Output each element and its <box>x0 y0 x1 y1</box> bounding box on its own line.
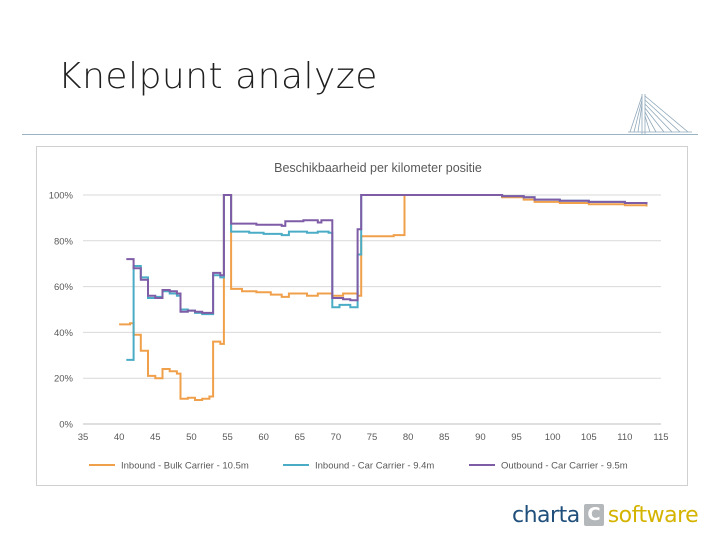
x-tick-label: 95 <box>511 432 522 443</box>
x-tick-label: 115 <box>653 432 668 443</box>
legend-label: Inbound - Car Carrier - 9.4m <box>315 461 434 472</box>
x-tick-label: 40 <box>114 432 125 443</box>
x-tick-label: 80 <box>403 432 414 443</box>
x-tick-label: 60 <box>258 432 269 443</box>
availability-chart: Beschikbaarheid per kilometer positie 0% 2… <box>49 161 669 472</box>
y-tick-label: 40% <box>54 328 74 339</box>
series-line-2 <box>126 194 648 361</box>
chart-title: Beschikbaarheid per kilometer positie <box>274 161 482 175</box>
x-tick-label: 65 <box>294 432 305 443</box>
logo-mark: C <box>583 504 604 526</box>
x-tick-label: 55 <box>222 432 233 443</box>
legend-label: Outbound - Car Carrier - 9.5m <box>501 461 628 472</box>
logo-text-software: software <box>607 502 699 528</box>
logo-text-charta: charta <box>512 502 580 528</box>
y-tick-label: 80% <box>54 236 74 247</box>
x-tick-label: 70 <box>331 432 342 443</box>
y-tick-label: 20% <box>54 374 74 385</box>
x-tick-label: 100 <box>545 432 561 443</box>
chart-container: Beschikbaarheid per kilometer positie 0% 2… <box>36 146 688 486</box>
y-tick-label: 100% <box>49 191 74 202</box>
series-line-3 <box>126 194 648 314</box>
legend-label: Inbound - Bulk Carrier - 10.5m <box>121 461 249 472</box>
x-tick-label: 90 <box>475 432 486 443</box>
y-tick-label: 0% <box>59 420 73 431</box>
series-line-1 <box>119 194 648 401</box>
bridge-icon <box>628 94 692 134</box>
x-tick-label: 45 <box>150 432 161 443</box>
x-tick-label: 50 <box>186 432 197 443</box>
x-tick-label: 110 <box>617 432 632 443</box>
x-tick-label: 75 <box>367 432 378 443</box>
title-divider <box>22 134 698 135</box>
x-tick-label: 105 <box>581 432 597 443</box>
slide-title: Knelpunt analyze <box>58 56 378 97</box>
x-tick-label: 85 <box>439 432 450 443</box>
x-tick-label: 35 <box>78 432 89 443</box>
y-tick-label: 60% <box>54 282 74 293</box>
company-logo: charta C software <box>512 500 699 530</box>
